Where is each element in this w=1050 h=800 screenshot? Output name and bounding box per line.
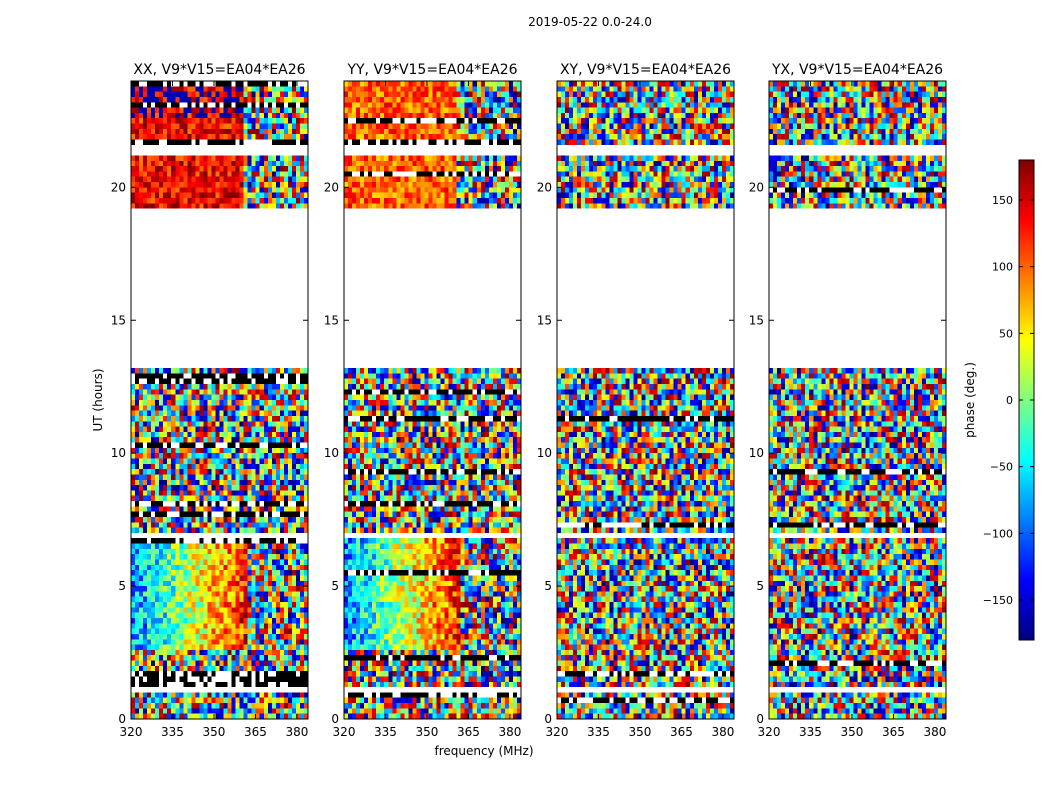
x-tick-label: 320 (120, 725, 143, 739)
x-tick-label: 335 (587, 725, 610, 739)
panel-yy: YY, V9*V15=EA04*EA26 320 335 350 365 380 0 5 10 1… (324, 62, 522, 739)
colorbar-tick-label: −50 (990, 461, 1013, 474)
colorbar-tick-label: 100 (992, 261, 1013, 274)
x-tick-label: 320 (546, 725, 569, 739)
colorbar-tick-label: −150 (983, 594, 1013, 607)
y-tick-label: 15 (324, 313, 339, 327)
x-tick-label: 380 (711, 725, 734, 739)
panel-heatmap (769, 81, 946, 719)
panel-xx: XX, V9*V15=EA04*EA26 320 335 350 365 380 0 5 10 1… (111, 62, 309, 739)
y-axis-label: UT (hours) (91, 368, 105, 431)
panel-frame (343, 80, 522, 720)
x-tick-label: 335 (161, 725, 184, 739)
panels: XX, V9*V15=EA04*EA26 320 335 350 365 380 0 5 10 1… (111, 62, 947, 739)
panel-title: YY, V9*V15=EA04*EA26 (346, 62, 517, 78)
y-tick-label: 5 (756, 579, 764, 593)
colorbar: −150 −100 −50 0 50 100 150 (983, 159, 1035, 641)
y-tick-label: 0 (118, 712, 126, 726)
panel-yx: YX, V9*V15=EA04*EA26 320 335 350 365 380 0 5 10 1… (749, 62, 947, 739)
colorbar-tick-label: 50 (999, 327, 1013, 340)
x-tick-label: 335 (799, 725, 822, 739)
colorbar-tick-label: −100 (983, 527, 1013, 540)
x-axis-label: frequency (MHz) (434, 744, 533, 758)
panel-frame (556, 80, 735, 720)
x-tick-label: 350 (203, 725, 226, 739)
x-tick-label: 350 (416, 725, 439, 739)
colorbar-tick-label: 150 (992, 194, 1013, 207)
y-tick-label: 15 (537, 313, 552, 327)
x-tick-label: 380 (285, 725, 308, 739)
y-tick-label: 20 (749, 180, 764, 194)
panel-frame (768, 80, 947, 720)
x-tick-label: 365 (244, 725, 267, 739)
colorbar-label: phase (deg.) (963, 362, 977, 438)
y-tick-label: 20 (324, 180, 339, 194)
x-tick-label: 335 (374, 725, 397, 739)
x-tick-label: 365 (882, 725, 905, 739)
panel-heatmap (131, 81, 308, 719)
panel-heatmap (557, 81, 734, 719)
y-tick-label: 20 (111, 180, 126, 194)
x-tick-label: 365 (670, 725, 693, 739)
y-tick-label: 20 (537, 180, 552, 194)
y-tick-label: 15 (749, 313, 764, 327)
y-tick-label: 10 (324, 446, 339, 460)
x-tick-label: 380 (923, 725, 946, 739)
x-tick-label: 365 (457, 725, 480, 739)
panel-xy: XY, V9*V15=EA04*EA26 320 335 350 365 380 0 5 10 1… (537, 62, 735, 739)
y-tick-label: 5 (331, 579, 339, 593)
y-tick-label: 0 (756, 712, 764, 726)
y-tick-label: 10 (537, 446, 552, 460)
y-tick-label: 10 (111, 446, 126, 460)
panel-title: YX, V9*V15=EA04*EA26 (771, 62, 943, 78)
panel-frame (130, 80, 309, 720)
panel-title: XX, V9*V15=EA04*EA26 (133, 62, 305, 78)
suptitle: 2019-05-22 0.0-24.0 (528, 15, 652, 29)
x-tick-label: 320 (333, 725, 356, 739)
x-tick-label: 350 (841, 725, 864, 739)
x-tick-label: 380 (498, 725, 521, 739)
y-tick-label: 5 (544, 579, 552, 593)
x-tick-label: 350 (629, 725, 652, 739)
y-tick-label: 5 (118, 579, 126, 593)
y-tick-label: 0 (331, 712, 339, 726)
y-tick-label: 0 (544, 712, 552, 726)
y-tick-label: 15 (111, 313, 126, 327)
y-tick-label: 10 (749, 446, 764, 460)
colorbar-tick-label: 0 (1006, 394, 1013, 407)
x-tick-label: 320 (758, 725, 781, 739)
panel-title: XY, V9*V15=EA04*EA26 (560, 62, 731, 78)
panel-heatmap (344, 81, 521, 719)
